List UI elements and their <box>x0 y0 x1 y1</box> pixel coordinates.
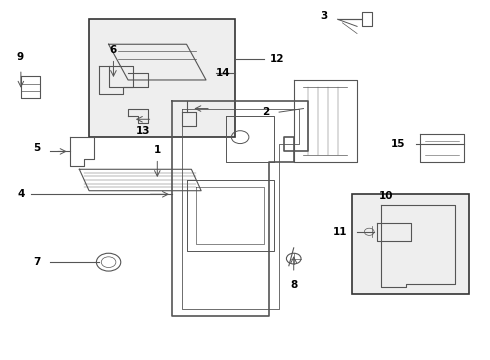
Text: 5: 5 <box>33 143 40 153</box>
Text: 3: 3 <box>320 11 328 21</box>
Text: 6: 6 <box>110 45 117 55</box>
Text: 7: 7 <box>33 257 40 267</box>
Text: 2: 2 <box>262 107 270 117</box>
Text: 8: 8 <box>290 280 297 290</box>
Text: 1: 1 <box>154 145 161 155</box>
Text: 12: 12 <box>270 54 284 64</box>
Text: 11: 11 <box>333 227 347 237</box>
Text: 9: 9 <box>16 52 23 62</box>
Text: 15: 15 <box>392 139 406 149</box>
Text: 4: 4 <box>17 189 24 199</box>
Text: 13: 13 <box>135 126 150 136</box>
Bar <box>352 194 469 294</box>
Text: 14: 14 <box>216 68 230 78</box>
Bar <box>89 19 235 137</box>
Text: 10: 10 <box>379 192 393 202</box>
